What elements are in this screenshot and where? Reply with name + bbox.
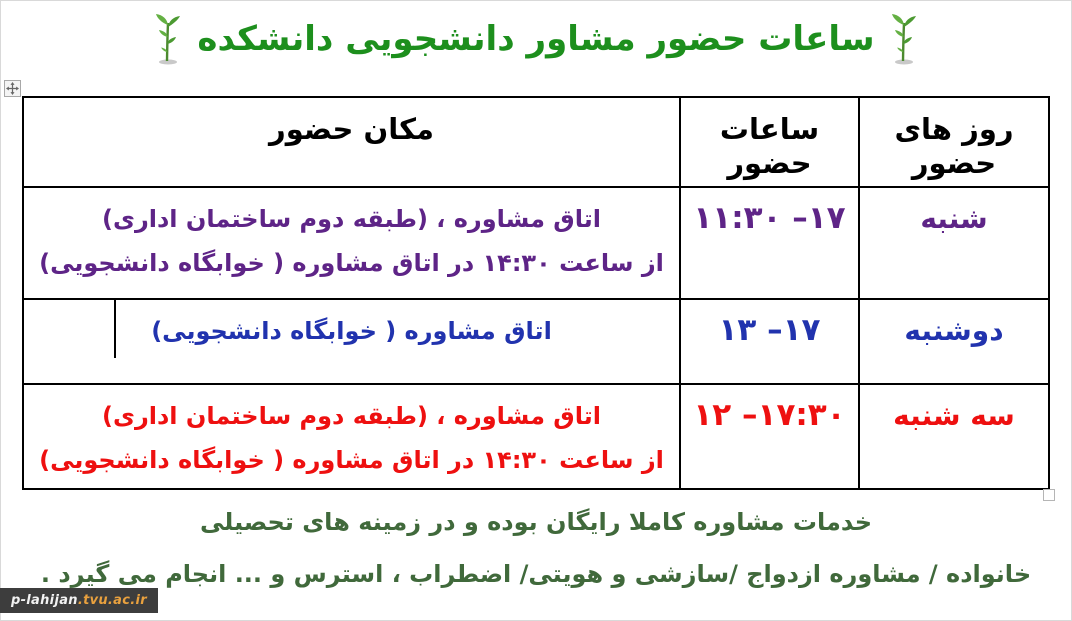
location-line-1: اتاق مشاوره ( خوابگاه دانشجویی)	[151, 317, 552, 345]
header-label-location: مکان حضور	[269, 112, 434, 146]
day-cell-saturday: شنبه	[858, 186, 1050, 300]
location-line-2: از ساعت ۱۴:۳۰ در اتاق مشاوره ( خوابگاه د…	[39, 446, 664, 475]
watermark-prefix: p-lahijan	[11, 593, 78, 608]
table-resize-handle[interactable]	[1043, 489, 1055, 501]
move-arrows-icon	[6, 82, 19, 95]
table-header-row: مکان حضور ساعات حضور روز های حضور	[22, 96, 1050, 188]
schedule-row-tuesday: اتاق مشاوره ، (طبقه دوم ساختمان اداری) ا…	[22, 383, 1050, 490]
day-name: سه شنبه	[893, 399, 1015, 432]
title-bar: ساعات حضور مشاور دانشجویی دانشکده	[0, 6, 1072, 72]
day-cell-tuesday: سه شنبه	[858, 383, 1050, 490]
header-cell-location: مکان حضور	[22, 96, 681, 188]
location-cell-tuesday: اتاق مشاوره ، (طبقه دوم ساختمان اداری) ا…	[22, 383, 681, 490]
location-line-2: از ساعت ۱۴:۳۰ در اتاق مشاوره ( خوابگاه د…	[39, 249, 664, 278]
footer-note-line1: خدمات مشاوره کاملا رایگان بوده و در زمین…	[200, 508, 872, 536]
sprout-icon-left	[156, 14, 181, 65]
watermark-suffix: .tvu.ac.ir	[77, 593, 147, 608]
schedule-row-monday: اتاق مشاوره ( خوابگاه دانشجویی) ۱۳ –۱۷ د…	[22, 298, 1050, 385]
location-line-1: اتاق مشاوره ، (طبقه دوم ساختمان اداری)	[101, 205, 602, 233]
cell-divider-artifact	[114, 300, 116, 358]
hours-cell-tuesday: ۱۲ –۱۷:۳۰	[679, 383, 860, 490]
footer-note-line2: خانواده / مشاوره ازدواج /سازشی و هویتی/ …	[40, 560, 1032, 588]
table-move-handle[interactable]	[4, 80, 21, 97]
sprout-icon-right	[891, 14, 916, 65]
hours-value: ۱۲ –۱۷:۳۰	[693, 397, 846, 433]
day-name: شنبه	[920, 202, 988, 235]
schedule-row-saturday: اتاق مشاوره ، (طبقه دوم ساختمان اداری) ا…	[22, 186, 1050, 300]
hours-value: ۱۳ –۱۷	[718, 312, 821, 348]
header-label-days: روز های حضور	[894, 112, 1014, 180]
page-title: ساعات حضور مشاور دانشجویی دانشکده	[197, 19, 875, 59]
header-cell-hours: ساعات حضور	[679, 96, 860, 188]
hours-cell-saturday: ۱۱:۳۰ –۱۷	[679, 186, 860, 300]
hours-value: ۱۱:۳۰ –۱۷	[693, 200, 846, 236]
location-cell-monday: اتاق مشاوره ( خوابگاه دانشجویی)	[22, 298, 681, 385]
header-cell-days: روز های حضور	[858, 96, 1050, 188]
schedule-table: مکان حضور ساعات حضور روز های حضور اتاق م…	[22, 96, 1050, 490]
site-watermark: p-lahijan .tvu.ac.ir	[0, 588, 158, 613]
day-name: دوشنبه	[904, 314, 1004, 347]
location-line-1: اتاق مشاوره ، (طبقه دوم ساختمان اداری)	[101, 402, 602, 430]
header-label-hours: ساعات حضور	[719, 112, 820, 180]
day-cell-monday: دوشنبه	[858, 298, 1050, 385]
hours-cell-monday: ۱۳ –۱۷	[679, 298, 860, 385]
location-cell-saturday: اتاق مشاوره ، (طبقه دوم ساختمان اداری) ا…	[22, 186, 681, 300]
